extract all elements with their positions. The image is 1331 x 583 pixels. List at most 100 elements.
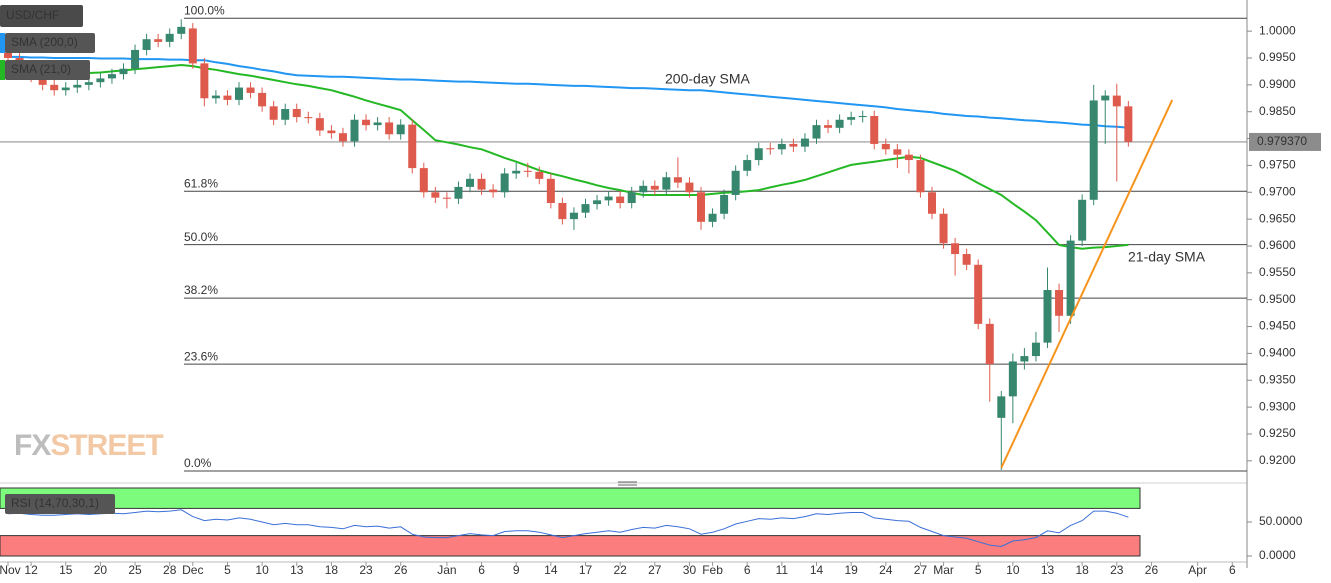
candle-body xyxy=(1031,342,1040,357)
x-tick-label: 22 xyxy=(613,563,627,577)
candle-body xyxy=(1043,290,1052,343)
candle-body xyxy=(466,178,474,187)
legend-box xyxy=(5,60,90,80)
candle-body xyxy=(870,116,879,144)
candle-body xyxy=(211,95,220,99)
rsi-legend-label: RSI (14,70,30,1) xyxy=(11,496,99,510)
candle-body xyxy=(754,148,763,161)
x-tick-label: 6 xyxy=(744,563,751,577)
sma-line xyxy=(7,63,1129,250)
candle-body xyxy=(743,160,752,171)
candle-body xyxy=(188,28,197,64)
candle-body xyxy=(315,118,324,131)
candle-body xyxy=(523,170,532,172)
candle-body xyxy=(246,87,255,93)
candle-body xyxy=(650,185,659,190)
candle-body xyxy=(928,192,936,214)
x-tick-label: 6 xyxy=(478,563,485,577)
x-tick-label: 15 xyxy=(59,563,73,577)
rsi-tick-label: 50.0000 xyxy=(1259,514,1303,528)
candle-body xyxy=(96,78,105,83)
candle-body xyxy=(235,87,243,100)
y-tick-label: 0.9600 xyxy=(1259,238,1296,252)
rsi-line xyxy=(7,509,1129,548)
x-tick-label: 23 xyxy=(359,563,373,577)
x-tick-label: 17 xyxy=(579,563,593,577)
candle-body xyxy=(500,173,509,193)
y-tick-label: 0.9250 xyxy=(1259,426,1296,440)
x-tick-label: 25 xyxy=(128,563,142,577)
y-tick-label: 0.9450 xyxy=(1259,319,1296,333)
candle-body xyxy=(1101,95,1110,101)
candle-body xyxy=(1055,290,1064,316)
candle-body xyxy=(1020,356,1029,362)
candle-body xyxy=(685,182,694,193)
rsi-overbought-zone xyxy=(0,487,1141,509)
candle-body xyxy=(38,76,47,85)
candle-body xyxy=(84,82,93,85)
candle-body xyxy=(292,109,301,118)
candle-body xyxy=(1066,240,1075,316)
candle-body xyxy=(789,143,798,147)
x-tick-label: 13 xyxy=(290,563,304,577)
candle-body xyxy=(720,194,729,214)
candle-body xyxy=(1124,106,1133,142)
candle-body xyxy=(362,119,371,126)
candle-body xyxy=(697,192,705,222)
watermark: FXSTREET xyxy=(14,429,163,462)
candle-body xyxy=(200,63,209,99)
candle-body xyxy=(4,52,12,59)
candle-body xyxy=(916,160,925,193)
candle-body xyxy=(373,122,382,126)
candle-body xyxy=(454,186,463,199)
trendline xyxy=(1000,99,1174,469)
sma-annotation: 200-day SMA xyxy=(665,71,750,87)
x-tick-label: 14 xyxy=(810,563,824,577)
candle-body xyxy=(165,33,174,42)
y-tick-label: 0.9400 xyxy=(1259,346,1296,360)
candle-body xyxy=(419,168,428,193)
y-tick-label: 0.9700 xyxy=(1259,184,1296,198)
y-tick-label: 0.9350 xyxy=(1259,372,1296,386)
candle-body xyxy=(558,203,567,220)
candle-body xyxy=(477,178,486,190)
x-tick-label: 10 xyxy=(1006,563,1020,577)
candle-body xyxy=(177,26,186,34)
y-tick-label: 0.9900 xyxy=(1259,77,1296,91)
candle-body xyxy=(835,119,844,128)
x-tick-label: 19 xyxy=(844,563,858,577)
candle-body xyxy=(73,84,82,88)
candle-body xyxy=(731,170,740,195)
candle-body xyxy=(951,243,960,255)
last-price-label: 0.979370 xyxy=(1257,134,1307,148)
candle-body xyxy=(512,170,521,174)
candle-body xyxy=(673,177,682,183)
x-tick-label: Mar xyxy=(933,563,954,577)
candle-body xyxy=(812,125,821,139)
candle-body xyxy=(107,74,116,79)
candle-body xyxy=(1008,361,1017,397)
x-tick-label: 28 xyxy=(163,563,177,577)
y-tick-label: 0.9850 xyxy=(1259,104,1296,118)
candle-body xyxy=(396,124,405,135)
candle-body xyxy=(1078,199,1087,241)
candle-body xyxy=(281,109,290,120)
candle-body xyxy=(569,212,578,220)
fib-level-label: 23.6% xyxy=(184,349,218,363)
candle-body xyxy=(858,116,867,118)
candle-body xyxy=(824,125,833,128)
candle-body xyxy=(327,130,336,134)
legend-label: SMA (200,0) xyxy=(11,35,78,49)
candle-body xyxy=(385,122,394,135)
legend-color xyxy=(0,60,5,80)
legend-color xyxy=(0,33,5,53)
candle-body xyxy=(962,254,971,265)
candle-body xyxy=(639,185,648,193)
x-tick-label: 5 xyxy=(224,563,231,577)
candle-body xyxy=(766,148,775,150)
candle-body xyxy=(431,192,440,198)
x-tick-label: 9 xyxy=(513,563,520,577)
candle-body xyxy=(304,117,313,119)
